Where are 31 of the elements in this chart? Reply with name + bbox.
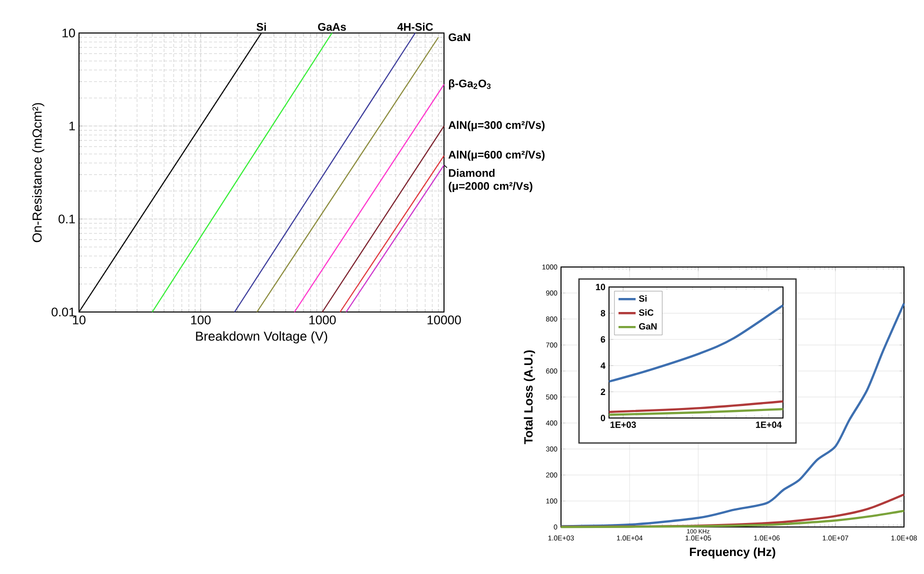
y-axis-title: On-Resistance (mΩcm²) (32, 103, 44, 242)
series-label: GaN (448, 33, 470, 42)
y-tick-label: 6 (600, 336, 606, 343)
x-tick-label: 1E+03 (610, 422, 636, 428)
x-tick-label: 1E+04 (756, 422, 782, 428)
series-label: 4H-SiC (397, 22, 433, 31)
x-axis-title: Breakdown Voltage (V) (196, 331, 328, 344)
y-tick-label: 0.1 (58, 214, 75, 224)
y-tick-label: 2 (600, 388, 606, 395)
y-tick-label: 4 (600, 362, 606, 369)
series-label: Diamond (μ=2000 cm²/Vs) (448, 168, 532, 192)
y-axis-title: Total Loss (A.U.) (524, 350, 536, 444)
y-tick-label: 1 (69, 122, 75, 130)
legend-label: SiC (638, 309, 654, 316)
series-label: AlN(μ=600 cm²/Vs) (448, 150, 545, 161)
y-tick-label: 0 (600, 414, 606, 422)
series-label: AlN(μ=300 cm²/Vs) (448, 120, 545, 132)
legend-label: GaN (639, 323, 657, 330)
legend-label: Si (638, 295, 647, 302)
y-tick-label: 10 (596, 284, 606, 290)
series-label: β-Ga$_{2}$O$_{3}$ (448, 79, 491, 90)
y-tick-label: 10 (62, 28, 75, 38)
y-tick-label: 8 (600, 310, 606, 316)
x-axis-title: Frequency (Hz) (690, 547, 776, 559)
series-label: GaAs (318, 23, 346, 31)
x-tick-label: 10 (73, 316, 86, 324)
series-label: Si (256, 22, 266, 31)
x-tick-label: 100 (191, 316, 211, 324)
x-tick-label: 1000 (309, 316, 336, 324)
y-tick-label: 0.01 (52, 308, 75, 316)
x-tick-label: 10000 (428, 316, 461, 324)
